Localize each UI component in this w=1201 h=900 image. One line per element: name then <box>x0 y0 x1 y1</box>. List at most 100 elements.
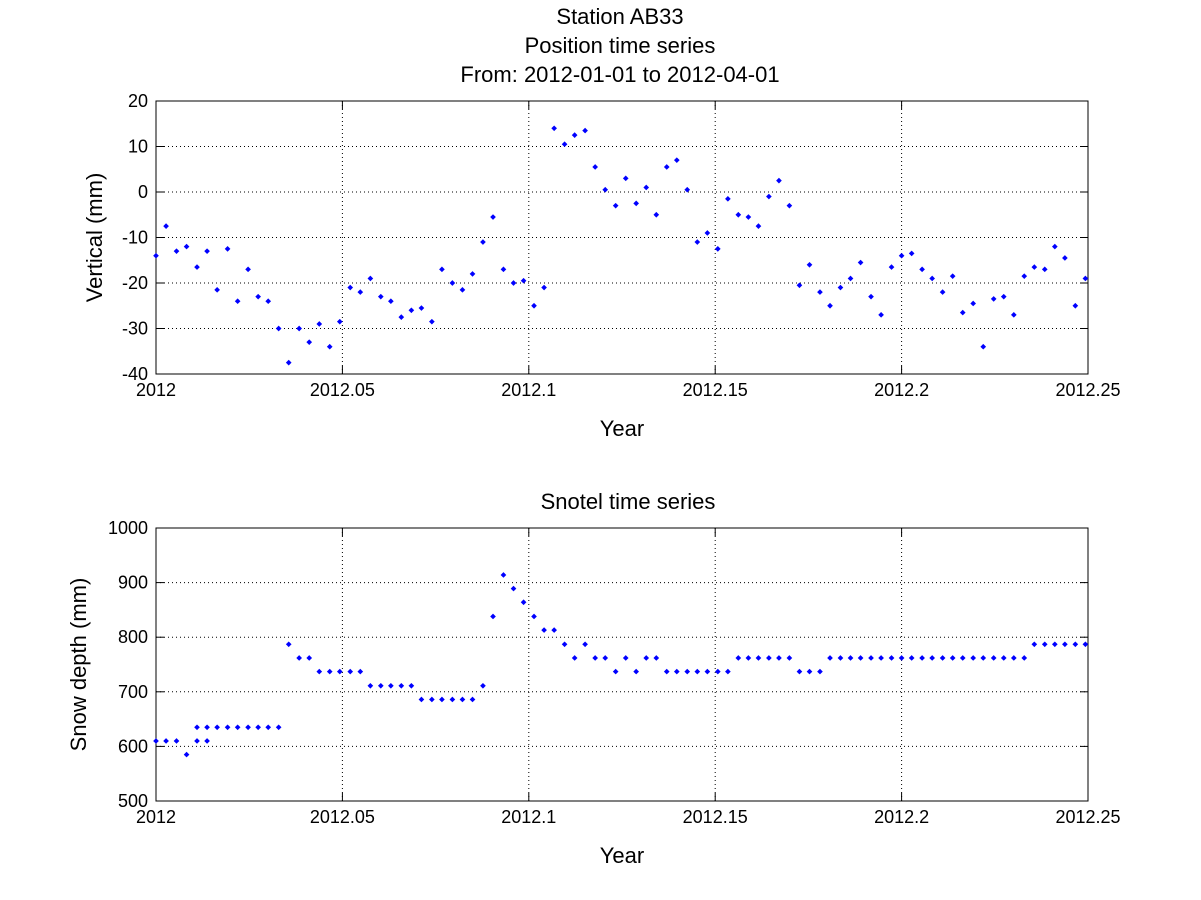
data-point <box>970 300 977 307</box>
data-point <box>459 286 466 293</box>
data-point <box>316 668 323 675</box>
data-point <box>857 655 864 661</box>
data-point <box>214 286 220 293</box>
data-point <box>510 280 517 286</box>
data-point <box>582 641 588 648</box>
data-point <box>500 266 507 273</box>
data-point <box>490 214 496 220</box>
data-point <box>959 655 966 661</box>
data-point <box>541 627 547 633</box>
data-point <box>275 325 282 332</box>
data-point <box>388 298 394 305</box>
data-point <box>1000 293 1007 300</box>
x-tick-label: 2012.05 <box>310 807 375 827</box>
x-axis-label: Year <box>600 843 644 868</box>
data-point <box>919 655 925 661</box>
data-point <box>531 302 537 309</box>
data-point <box>204 724 210 731</box>
data-point <box>980 655 987 661</box>
x-tick-label: 2012.1 <box>501 807 556 827</box>
data-point <box>234 724 241 731</box>
data-point <box>194 264 200 270</box>
data-point <box>643 655 650 661</box>
data-point <box>520 277 527 284</box>
data-point <box>939 289 946 295</box>
vertical-position-plot: 2012 2012.05 2012.1 2012.15 2012.2 2012.25 20 1… <box>82 91 1121 441</box>
data-point <box>347 668 354 675</box>
data-point <box>1010 655 1017 661</box>
data-point <box>673 668 680 675</box>
data-point <box>684 186 691 193</box>
data-point <box>796 282 803 289</box>
data-point <box>694 239 701 245</box>
data-point <box>888 264 895 270</box>
data-point <box>898 655 905 661</box>
data-point <box>224 246 231 252</box>
data-point <box>429 696 435 703</box>
data-point <box>408 307 415 314</box>
data-point <box>377 682 384 689</box>
data-point <box>1000 655 1007 661</box>
data-point <box>357 668 364 675</box>
data-point <box>806 261 813 268</box>
data-point <box>959 309 966 316</box>
data-point <box>612 202 619 209</box>
x-tick-label: 2012.1 <box>501 380 556 400</box>
data-point <box>663 668 670 675</box>
y-axis-label: Vertical (mm) <box>82 173 107 303</box>
x-tick-label: 2012 <box>136 807 176 827</box>
data-point <box>1031 641 1038 648</box>
data-point <box>755 223 762 229</box>
x-axis-label: Year <box>600 416 644 441</box>
data-point <box>714 246 721 252</box>
data-point <box>990 296 997 302</box>
data-point <box>183 243 190 250</box>
data-point <box>183 751 190 758</box>
data-point <box>1062 255 1068 261</box>
data-point <box>173 248 180 254</box>
data-point <box>735 655 742 661</box>
data-point <box>725 668 731 675</box>
data-point <box>255 724 261 731</box>
data-point <box>1072 302 1079 309</box>
data-point <box>439 266 445 273</box>
data-point <box>776 655 782 661</box>
y-tick-label: 600 <box>118 736 148 756</box>
data-point <box>541 284 547 291</box>
data-point <box>612 668 619 675</box>
data-point <box>592 655 598 661</box>
x-tick-label: 2012.2 <box>874 380 929 400</box>
data-point <box>582 127 588 134</box>
data-point <box>1041 266 1048 273</box>
data-point <box>296 325 302 332</box>
data-point <box>265 298 272 305</box>
data-point <box>1021 273 1028 280</box>
data-point <box>837 284 844 291</box>
data-point <box>776 177 782 184</box>
data-point <box>939 655 946 661</box>
data-point <box>766 193 772 200</box>
data-point <box>510 585 517 592</box>
y-tick-label: -20 <box>122 273 148 293</box>
data-point <box>336 318 343 325</box>
data-point <box>153 738 159 744</box>
data-point <box>817 289 823 295</box>
data-point <box>194 724 200 731</box>
data-point <box>388 682 394 689</box>
data-point <box>429 318 435 325</box>
data-point <box>418 305 425 311</box>
snow-depth-plot: 2012 2012.05 2012.1 2012.15 2012.2 2012.25 100… <box>66 489 1121 868</box>
figure-title-line-2: Position time series <box>525 33 716 58</box>
data-point <box>357 289 364 295</box>
data-point <box>306 339 313 345</box>
data-point <box>602 655 609 661</box>
data-point <box>285 641 292 648</box>
data-point <box>459 696 466 703</box>
data-point <box>326 668 333 675</box>
data-point <box>408 682 415 689</box>
data-point <box>878 312 884 318</box>
data-point <box>153 252 159 259</box>
x-tick-label: 2012.25 <box>1055 380 1120 400</box>
y-tick-label: 800 <box>118 627 148 647</box>
